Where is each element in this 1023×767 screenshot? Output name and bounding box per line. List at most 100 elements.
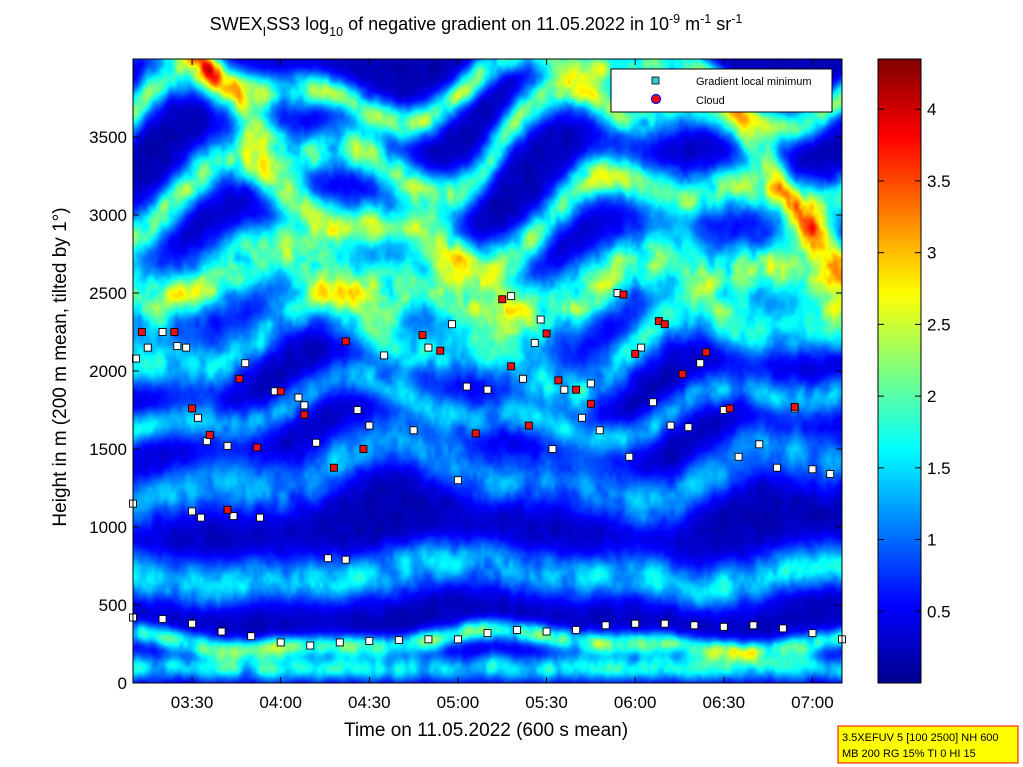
legend-label-cloud: Cloud [696, 95, 725, 107]
y-tick-label: 0 [118, 674, 127, 693]
cloud-marker [205, 431, 214, 439]
gradient-minimum-marker [572, 626, 581, 634]
gradient-minimum-marker [666, 421, 675, 430]
cloud-marker [702, 348, 711, 357]
gradient-minimum-marker [519, 374, 527, 383]
cloud-marker [678, 370, 687, 379]
cloud-marker [188, 404, 197, 413]
cloud-marker [170, 328, 179, 336]
gradient-minimum-marker [409, 426, 418, 435]
gradient-minimum-marker [826, 470, 835, 478]
legend-box [610, 68, 833, 113]
colorbar-tick-label: 2.5 [927, 315, 951, 334]
gradient-minimum-marker [300, 401, 309, 410]
cloud-marker [253, 443, 262, 452]
y-tick-label: 500 [99, 596, 127, 615]
legend: Gradient local minimum Cloud [610, 68, 833, 113]
cloud-marker [235, 374, 244, 383]
gradient-minimum-marker [324, 554, 332, 563]
cloud-marker [341, 337, 350, 346]
gradient-minimum-marker [217, 627, 226, 636]
gradient-minimum-marker [188, 507, 197, 516]
gradient-minimum-marker [808, 629, 817, 638]
gradient-minimum-marker [696, 359, 705, 368]
gradient-minimum-marker [188, 619, 197, 628]
gradient-minimum-marker [595, 426, 604, 435]
gradient-minimum-marker [560, 385, 569, 394]
gradient-minimum-marker [229, 512, 238, 521]
cloud-marker [329, 463, 338, 472]
gradient-minimum-marker [578, 413, 586, 422]
cloud-marker [572, 385, 581, 394]
cloud-marker [471, 429, 480, 438]
gradient-minimum-marker [223, 441, 232, 450]
y-tick-label: 3000 [89, 206, 127, 225]
colorbar-tick-label: 3 [927, 244, 936, 263]
gradient-minimum-marker [808, 465, 817, 474]
colorbar-tick-label: 0.5 [927, 602, 951, 621]
cloud-marker [586, 399, 595, 408]
gradient-minimum-marker [196, 513, 205, 522]
gradient-minimum-marker [247, 632, 256, 641]
cloud-marker [660, 320, 669, 329]
gradient-minimum-marker [454, 635, 462, 644]
x-tick-label: 05:30 [525, 693, 568, 712]
gradient-minimum-marker [483, 385, 492, 394]
y-axis-ticks: 0 500 1000 1500 2000 2500 3000 3500 [89, 128, 842, 693]
gradient-minimum-marker [542, 627, 551, 636]
gradient-minimum-marker [454, 476, 462, 485]
gradient-minimum-marker [601, 621, 610, 630]
gradient-minimum-marker [690, 621, 699, 630]
gradient-minimum-marker [648, 398, 657, 407]
plot-area [129, 58, 846, 684]
gradient-minimum-marker [755, 440, 764, 449]
info-box-frame [837, 725, 1019, 764]
gradient-minimum-marker [462, 382, 471, 391]
gradient-minimum-marker [335, 638, 344, 647]
colorbar-tick-label: 1.5 [927, 459, 951, 478]
cloud-marker [631, 349, 640, 358]
gradient-minimum-marker [625, 452, 634, 461]
cloud-marker [418, 331, 427, 340]
legend-label-minimum: Gradient local minimum [696, 76, 812, 88]
gradient-minimum-marker [684, 423, 693, 432]
x-axis-ticks: 03:30 04:00 04:30 05:00 05:30 06:00 06:30 07:00 [171, 59, 834, 712]
cloud-marker [619, 290, 628, 299]
gradient-minimum-marker [182, 343, 191, 352]
gradient-minimum-marker [341, 555, 350, 564]
gradient-minimum-marker [513, 626, 521, 634]
gradient-minimum-marker [365, 421, 374, 430]
gradient-minimum-marker [719, 622, 728, 631]
y-axis-label: Height in m (200 m mean, tilted by 1°) [50, 207, 71, 526]
y-tick-label: 1000 [89, 518, 127, 537]
colorbar-tick-label: 3.5 [927, 172, 951, 191]
x-tick-label: 07:00 [791, 693, 834, 712]
gradient-minimum-marker [353, 406, 362, 414]
gradient-minimum-marker [548, 445, 557, 453]
cloud-marker [790, 402, 799, 411]
info-box: 3.5XEFUV 5 [100 2500] NH 600 MB 200 RG 1… [837, 725, 1019, 764]
gradient-minimum-marker [365, 636, 374, 645]
gradient-minimum-marker [312, 438, 321, 447]
colorbar-ticks: 0.5 1 1.5 2 2.5 3 3.5 4 [878, 100, 951, 621]
legend-square-icon [651, 76, 660, 85]
gradient-minimum-marker [380, 351, 389, 360]
gradient-minimum-marker [424, 343, 433, 352]
gradient-minimum-marker [536, 315, 545, 324]
gradient-minimum-marker [773, 463, 781, 472]
gradient-minimum-marker [631, 619, 640, 628]
y-tick-label: 3500 [89, 128, 127, 147]
gradient-minimum-marker [276, 638, 285, 647]
x-tick-label: 04:00 [259, 693, 302, 712]
cloud-marker [276, 387, 285, 396]
gradient-minimum-marker [507, 292, 516, 301]
gradient-minimum-marker [173, 342, 182, 350]
x-tick-label: 05:00 [437, 693, 480, 712]
cloud-marker [436, 346, 445, 355]
gradient-minimum-marker [241, 359, 250, 368]
info-line-1: 3.5XEFUV 5 [100 2500] NH 600 [842, 732, 999, 744]
cloud-marker [725, 404, 734, 413]
gradient-minimum-marker [306, 641, 315, 650]
gradient-minimum-marker [530, 338, 539, 347]
colorbar-tick-label: 4 [927, 100, 936, 119]
